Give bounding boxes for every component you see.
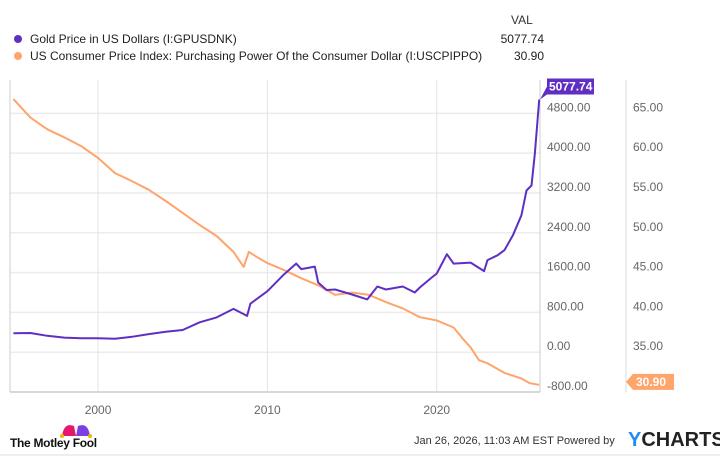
right-axis-tick-label: 60.00 — [633, 140, 663, 154]
ycharts-logo-y: Y — [628, 429, 642, 451]
x-axis-tick-label: 2000 — [85, 403, 112, 417]
motley-fool-text: The Motley Fool — [10, 436, 97, 450]
series-line-gold — [13, 99, 541, 340]
gold-last-value-flag — [540, 78, 594, 100]
left-axis-tick-label: -800.00 — [547, 379, 588, 393]
motley-fool-logo: The Motley Fool — [10, 425, 97, 450]
x-axis-tick-label: 2020 — [423, 403, 450, 417]
legend-value: 30.90 — [513, 49, 544, 63]
ycharts-logo-text: CHARTS — [641, 429, 720, 451]
ycharts-logo[interactable]: YCHARTS — [628, 429, 720, 452]
legend-value-header: VAL — [511, 13, 533, 27]
timestamp: Jan 26, 2026, 11:03 AM EST Powered by — [414, 435, 615, 447]
right-axis-tick-label: 50.00 — [633, 220, 663, 234]
left-axis-tick-label: 4000.00 — [547, 140, 591, 154]
legend-item-gold[interactable]: Gold Price in US Dollars (I:GPUSDNK) 507… — [14, 32, 544, 46]
left-axis-tick-label: 3200.00 — [547, 180, 591, 194]
right-axis-tick-label: 40.00 — [633, 299, 663, 313]
legend-dot-gold — [14, 35, 22, 43]
right-axis-tick-label: 45.00 — [633, 260, 663, 274]
left-axis-tick-label: 2400.00 — [547, 220, 591, 234]
left-axis-tick-label: 4800.00 — [547, 100, 591, 114]
right-axis-tick-label: 55.00 — [633, 180, 663, 194]
left-axis-tick-label: 1600.00 — [547, 260, 591, 274]
legend-label: US Consumer Price Index: Purchasing Powe… — [30, 49, 483, 63]
right-axis-tick-label: 35.00 — [633, 339, 663, 353]
series-line-cpi — [12, 98, 540, 386]
legend-dot-cpi — [14, 52, 22, 60]
cpi-last-value-flag — [626, 373, 674, 390]
left-axis-tick-label: 0.00 — [547, 339, 571, 353]
legend-value: 5077.74 — [500, 32, 544, 46]
jester-hat-icon — [60, 425, 92, 438]
right-axis-tick-label: 65.00 — [633, 100, 663, 114]
legend-item-cpi[interactable]: US Consumer Price Index: Purchasing Powe… — [14, 49, 544, 63]
legend-label: Gold Price in US Dollars (I:GPUSDNK) — [30, 32, 237, 46]
x-axis-tick-label: 2010 — [254, 403, 281, 417]
cpi-last-value-label: 30.90 — [636, 375, 666, 389]
left-axis-tick-label: 800.00 — [547, 299, 584, 313]
gold-last-value-label: 5077.74 — [549, 80, 593, 94]
